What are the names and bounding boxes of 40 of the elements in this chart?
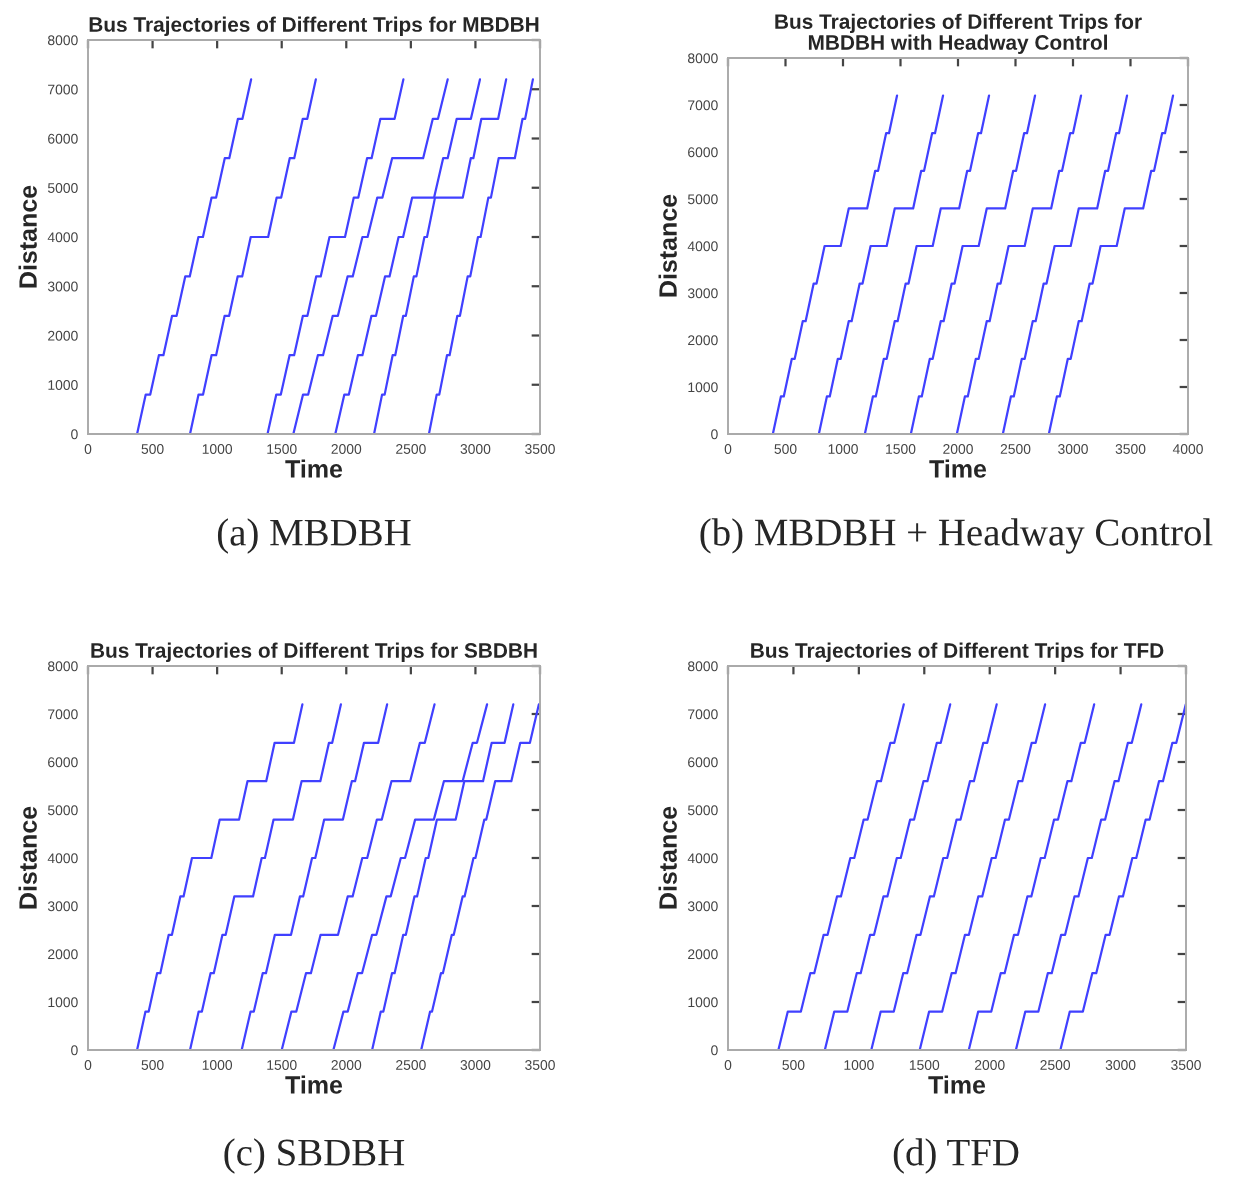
line-series (955, 94, 1083, 434)
line-series (817, 94, 945, 434)
text: (c) SBDBH (224, 1138, 405, 1174)
line-series (1014, 703, 1143, 1050)
line-series (188, 703, 342, 1050)
x-axis-title: Time (928, 1075, 986, 1094)
text: (a) MBDBH (217, 518, 411, 554)
y-axis-title: Distance (18, 185, 37, 288)
line-series (135, 703, 304, 1050)
chart-title: Bus Trajectories of Different Trips for MBDBH with Headway Control (775, 13, 1142, 54)
line-series (280, 703, 436, 1050)
line-series (266, 78, 405, 434)
y-axis-title: Distance (18, 806, 37, 909)
x-axis-title: Time (929, 459, 987, 478)
x-axis-title: Time (285, 459, 343, 478)
line-series (909, 94, 1037, 434)
line-series (427, 78, 535, 434)
line-series (1001, 94, 1129, 434)
y-axis-title: Distance (658, 806, 677, 909)
x-axis-title: Time (285, 1075, 343, 1094)
line-series (1059, 703, 1186, 1050)
line-series (240, 703, 389, 1050)
text: (d) TFD (893, 1138, 1019, 1174)
chart-title: Bus Trajectories of Different Trips for SBDBH (91, 642, 537, 662)
line-series (292, 78, 449, 434)
line-series (863, 94, 991, 434)
line-series (188, 78, 317, 434)
line-series (771, 94, 899, 434)
line-series (870, 703, 998, 1050)
line-series (135, 78, 253, 434)
text: (b) MBDBH + Headway Control (700, 518, 1213, 554)
line-series (1047, 94, 1175, 434)
line-series (918, 703, 1047, 1050)
chart-title: Bus Trajectories of Different Trips for TFD (751, 642, 1164, 662)
line-series (967, 703, 1096, 1050)
line-series (777, 703, 905, 1050)
line-series (823, 703, 952, 1050)
chart-title: Bus Trajectories of Different Trips for MBDBH (89, 16, 539, 36)
y-axis-title: Distance (658, 194, 677, 297)
line-series (420, 703, 540, 1050)
